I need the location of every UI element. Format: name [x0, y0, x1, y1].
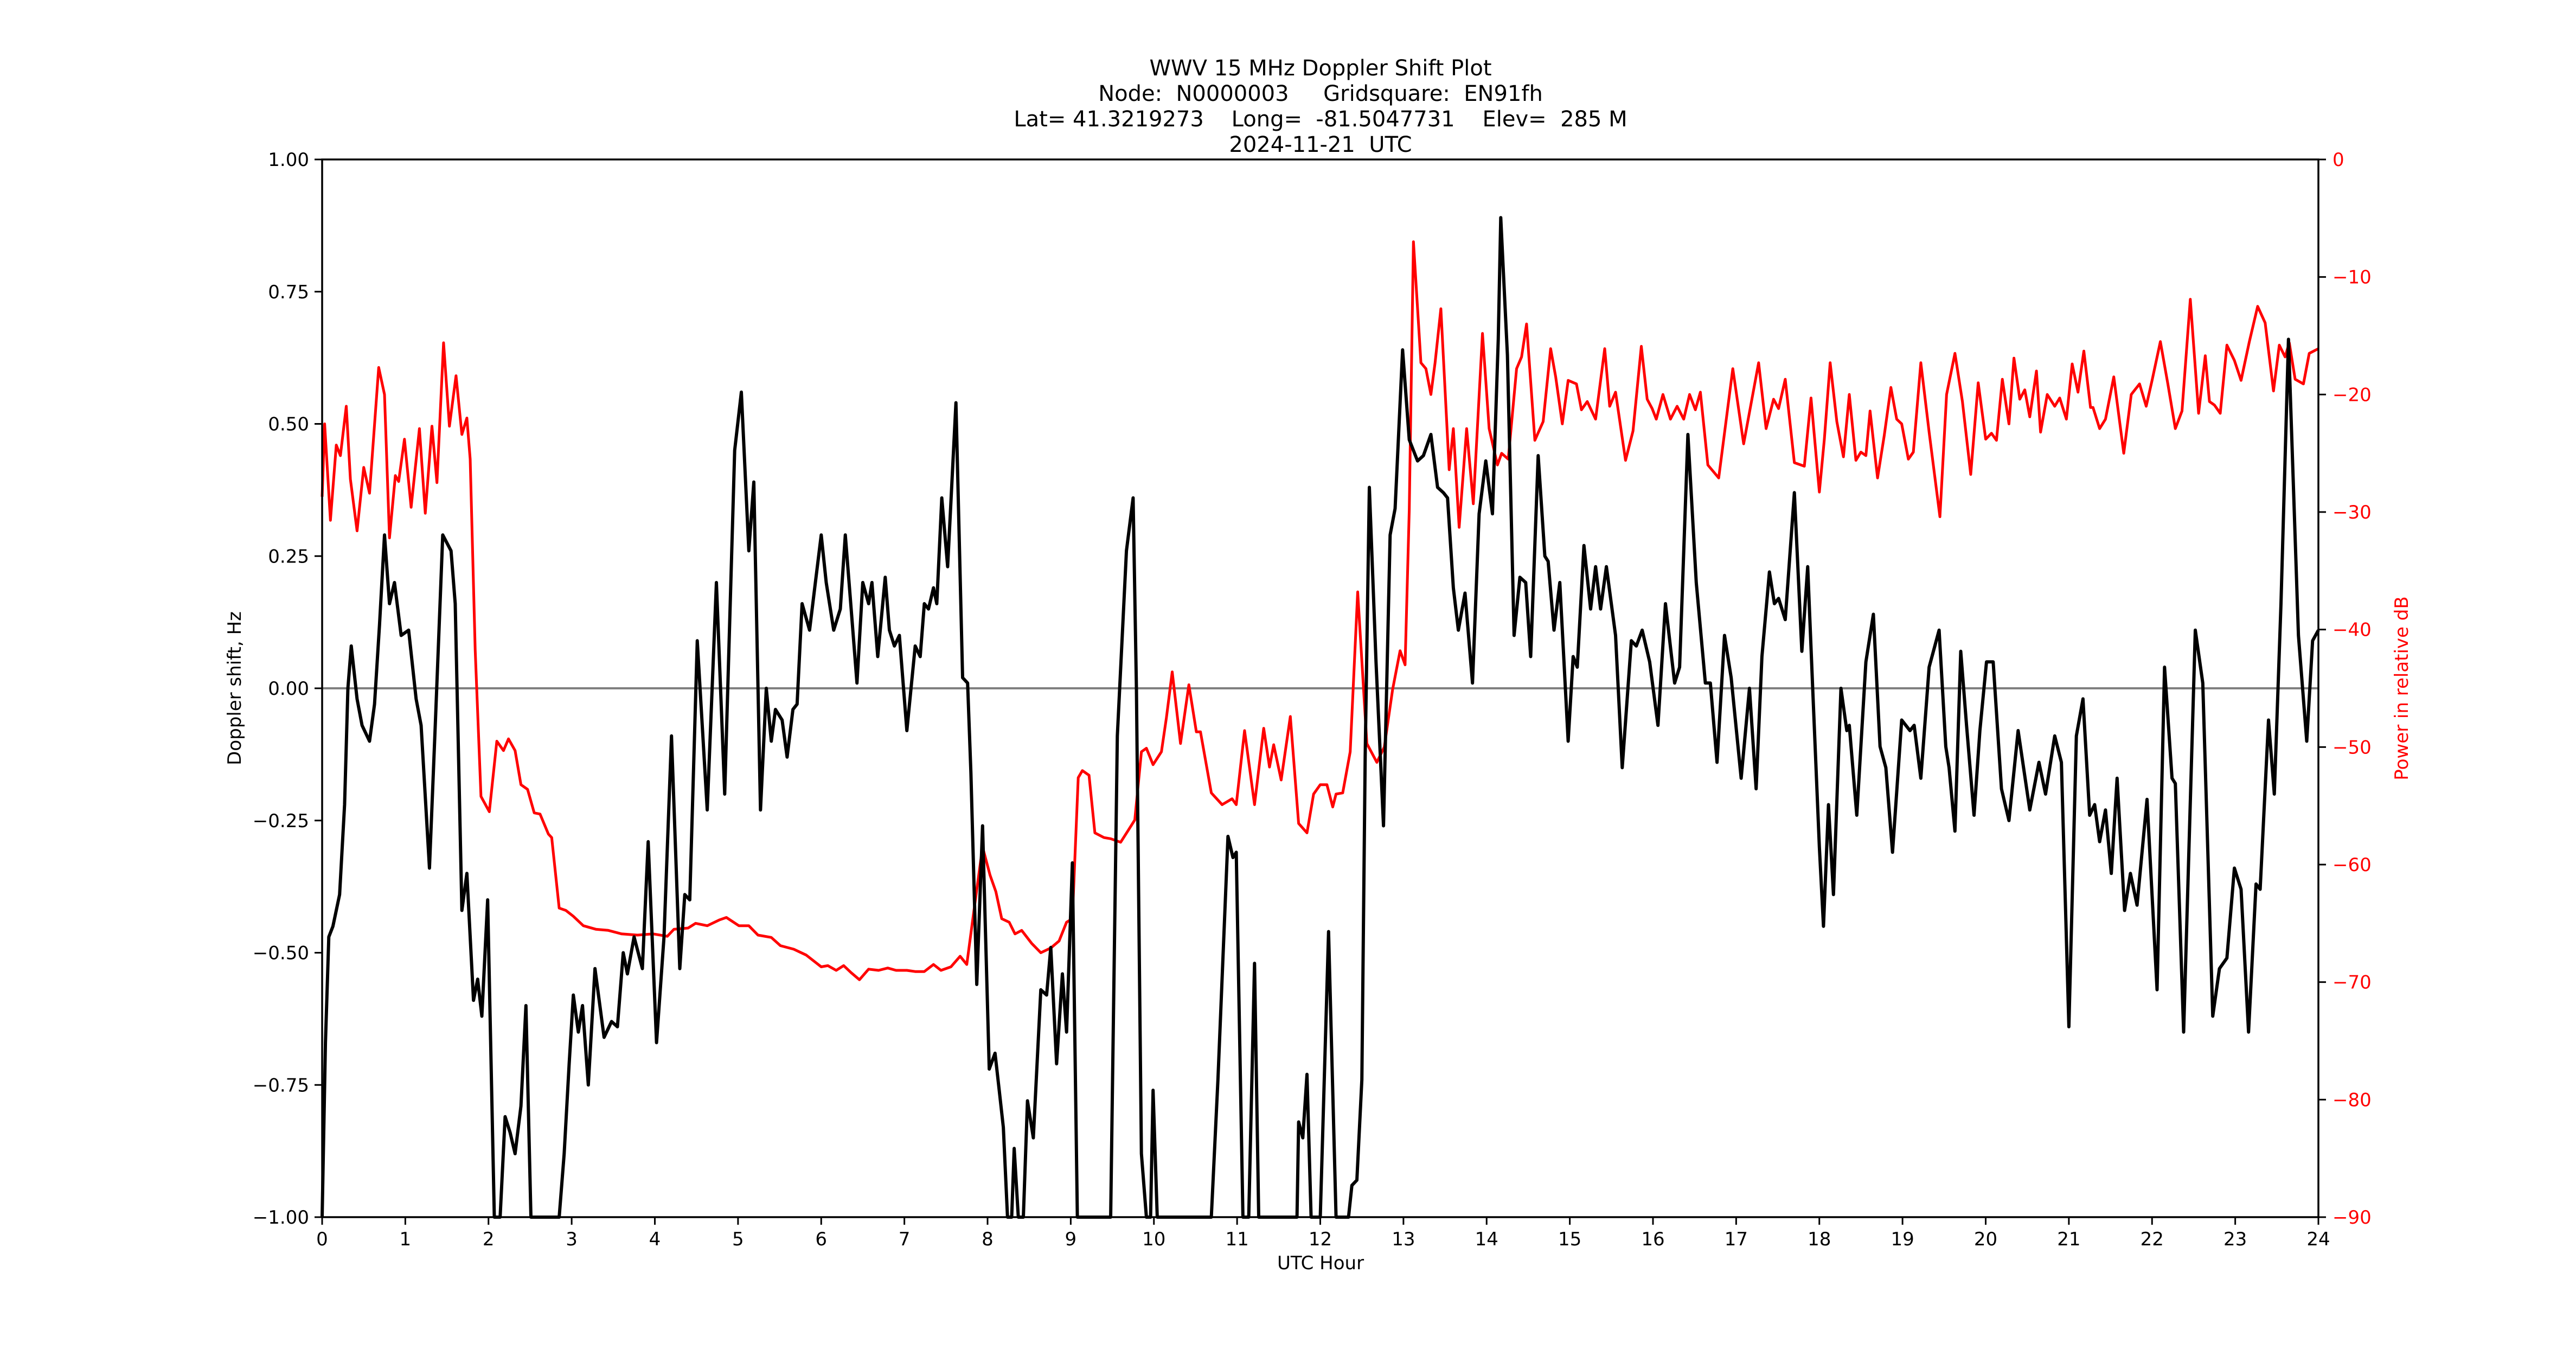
x-tick-label: 2	[483, 1229, 495, 1250]
right-y-axis-ticks: −90 −80 −70 −60 −50 −40 −30 −20 −10 0	[2318, 149, 2372, 1229]
x-tick-label: 4	[649, 1229, 661, 1250]
x-tick-label: 14	[1475, 1229, 1498, 1250]
x-tick-label: 24	[2306, 1229, 2330, 1250]
power-series-line	[321, 240, 2319, 981]
x-tick-label: 12	[1309, 1229, 1332, 1250]
x-tick-label: 11	[1225, 1229, 1248, 1250]
left-y-tick-label: 0.75	[268, 282, 309, 303]
x-tick-label: 8	[982, 1229, 994, 1250]
right-y-tick-label: −80	[2333, 1089, 2372, 1111]
x-tick-label: 15	[1558, 1229, 1581, 1250]
left-y-tick-label: −0.50	[253, 943, 309, 964]
left-y-tick-label: 0.25	[268, 546, 309, 567]
x-axis-ticks: 0 1 2 3 4 5 6 7 8 9 10 11 12 13 14 15 16 17 18 19 20 21 22 23 24	[316, 1217, 2330, 1250]
x-tick-label: 7	[899, 1229, 911, 1250]
right-y-tick-label: −30	[2333, 502, 2372, 523]
x-tick-label: 16	[1641, 1229, 1664, 1250]
title-line-3-location: Lat= 41.3219273 Long= -81.5047731 Elev= …	[1014, 107, 1627, 132]
x-tick-label: 23	[2223, 1229, 2247, 1250]
title-line-4-date: 2024-11-21 UTC	[1229, 132, 1412, 157]
x-tick-label: 3	[566, 1229, 578, 1250]
right-y-tick-label: −70	[2333, 972, 2372, 994]
x-tick-label: 17	[1725, 1229, 1748, 1250]
right-y-tick-label: −20	[2333, 384, 2372, 406]
x-tick-label: 5	[732, 1229, 744, 1250]
left-y-tick-label: 0.00	[268, 678, 309, 700]
right-y-tick-label: −90	[2333, 1207, 2372, 1229]
left-y-tick-label: 0.50	[268, 414, 309, 436]
chart-title: WWV 15 MHz Doppler Shift Plot Node: N000…	[1014, 56, 1627, 157]
title-line-2-node: Node: N0000003 Gridsquare: EN91fh	[1098, 81, 1543, 106]
plot-area	[321, 216, 2320, 1219]
x-tick-label: 20	[1974, 1229, 1997, 1250]
doppler-series-line	[321, 216, 2320, 1219]
x-tick-label: 21	[2057, 1229, 2080, 1250]
right-y-tick-label: 0	[2333, 149, 2344, 171]
right-y-axis-label: Power in relative dB	[2391, 596, 2413, 780]
x-axis-label: UTC Hour	[1277, 1252, 1364, 1274]
left-y-tick-label: −0.25	[253, 810, 309, 832]
right-y-tick-label: −40	[2333, 619, 2372, 641]
x-tick-label: 6	[815, 1229, 827, 1250]
x-tick-label: 1	[400, 1229, 412, 1250]
x-tick-label: 18	[1808, 1229, 1831, 1250]
left-y-tick-label: 1.00	[268, 149, 309, 171]
title-line-1: WWV 15 MHz Doppler Shift Plot	[1149, 56, 1491, 81]
right-y-tick-label: −10	[2333, 267, 2372, 289]
x-tick-label: 9	[1065, 1229, 1077, 1250]
x-tick-label: 19	[1891, 1229, 1914, 1250]
x-tick-label: 0	[316, 1229, 328, 1250]
left-y-tick-label: −0.75	[253, 1074, 309, 1096]
left-y-tick-label: −1.00	[253, 1207, 309, 1229]
left-y-axis-ticks: −1.00 −0.75 −0.50 −0.25 0.00 0.25 0.50 0.75 1.00	[253, 149, 322, 1229]
right-y-tick-label: −60	[2333, 854, 2372, 876]
right-y-tick-label: −50	[2333, 737, 2372, 758]
x-tick-label: 13	[1392, 1229, 1415, 1250]
left-y-axis-label: Doppler shift, Hz	[224, 611, 246, 765]
x-tick-label: 10	[1142, 1229, 1165, 1250]
x-tick-label: 22	[2141, 1229, 2164, 1250]
